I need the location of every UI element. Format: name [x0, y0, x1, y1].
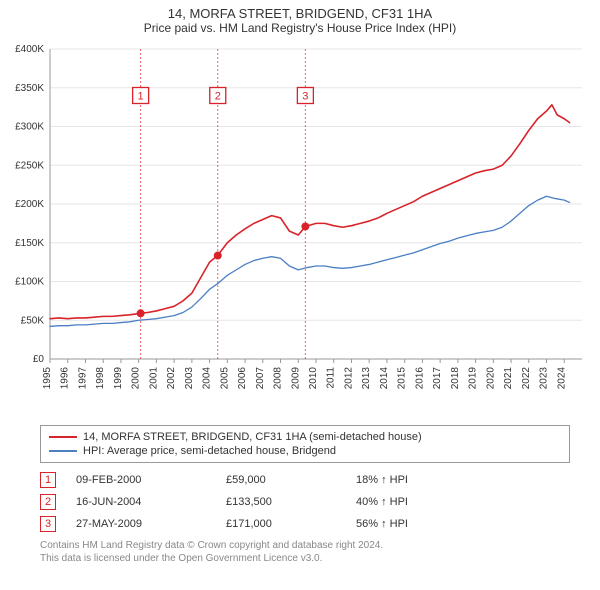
- x-tick-label: 2019: [468, 367, 479, 390]
- x-tick-label: 1995: [42, 367, 53, 390]
- x-tick-label: 2022: [521, 367, 532, 390]
- x-tick-label: 2024: [556, 367, 567, 390]
- x-tick-label: 2014: [379, 367, 390, 390]
- sale-marker-dot: [214, 252, 222, 260]
- x-tick-label: 2020: [485, 367, 496, 390]
- x-tick-label: 1996: [60, 367, 71, 390]
- legend-item: 14, MORFA STREET, BRIDGEND, CF31 1HA (se…: [49, 430, 561, 444]
- sale-date: 27-MAY-2009: [76, 518, 226, 530]
- x-tick-label: 1999: [113, 367, 124, 390]
- legend-label: 14, MORFA STREET, BRIDGEND, CF31 1HA (se…: [83, 431, 422, 443]
- sale-row: 1 09-FEB-2000£59,00018% ↑ HPI: [40, 469, 570, 491]
- y-tick-label: £0: [33, 354, 45, 365]
- y-tick-label: £300K: [15, 122, 44, 133]
- sale-price: £171,000: [226, 518, 356, 530]
- y-tick-label: £400K: [15, 44, 44, 55]
- x-tick-label: 2010: [308, 367, 319, 390]
- y-tick-label: £150K: [15, 238, 44, 249]
- sale-marker-dot: [301, 222, 309, 230]
- x-tick-label: 2001: [148, 367, 159, 390]
- chart-svg: £0 £50K £100K £150K £200K £250K £300K £350K £400…: [0, 39, 600, 419]
- y-tick-label: £200K: [15, 199, 44, 210]
- x-tick-label: 2016: [414, 367, 425, 390]
- x-tick-label: 2012: [343, 367, 354, 390]
- y-tick-label: £50K: [21, 315, 45, 326]
- x-tick-label: 1998: [95, 367, 106, 390]
- sale-date: 09-FEB-2000: [76, 474, 226, 486]
- sale-diff: 18% ↑ HPI: [356, 474, 408, 486]
- legend-label: HPI: Average price, semi-detached house,…: [83, 445, 336, 457]
- sale-row: 2 16-JUN-2004£133,50040% ↑ HPI: [40, 491, 570, 513]
- x-tick-label: 2011: [326, 367, 337, 389]
- x-tick-label: 2023: [539, 367, 550, 390]
- footer-line-2: This data is licensed under the Open Gov…: [40, 552, 570, 565]
- x-tick-label: 1997: [77, 367, 88, 390]
- y-tick-label: £250K: [15, 160, 44, 171]
- x-tick-label: 2004: [202, 367, 213, 390]
- sale-price: £59,000: [226, 474, 356, 486]
- sale-marker-number: 3: [302, 91, 308, 103]
- sale-row-marker: 3: [40, 516, 56, 532]
- legend-item: HPI: Average price, semi-detached house,…: [49, 444, 561, 458]
- sale-price: £133,500: [226, 496, 356, 508]
- footer-attribution: Contains HM Land Registry data © Crown c…: [40, 539, 570, 565]
- x-tick-label: 2003: [184, 367, 195, 390]
- legend-swatch: [49, 436, 77, 438]
- y-tick-label: £350K: [15, 83, 44, 94]
- x-tick-label: 2013: [361, 367, 372, 390]
- sale-row: 3 27-MAY-2009£171,00056% ↑ HPI: [40, 513, 570, 535]
- sale-marker-number: 2: [215, 91, 221, 103]
- legend-swatch: [49, 450, 77, 452]
- x-tick-label: 2005: [219, 367, 230, 390]
- x-tick-label: 2018: [450, 367, 461, 390]
- sales-table: 1 09-FEB-2000£59,00018% ↑ HPI 2 16-JUN-2004…: [40, 469, 570, 535]
- chart-subtitle: Price paid vs. HM Land Registry's House …: [0, 21, 600, 39]
- chart-area: £0 £50K £100K £150K £200K £250K £300K £350K £400…: [0, 39, 600, 419]
- x-tick-label: 2021: [503, 367, 514, 390]
- sale-row-marker: 1: [40, 472, 56, 488]
- x-tick-label: 2009: [290, 367, 301, 390]
- x-tick-label: 2007: [255, 367, 266, 390]
- y-tick-label: £100K: [15, 277, 44, 288]
- sale-marker-number: 1: [138, 91, 144, 103]
- x-tick-label: 2017: [432, 367, 443, 390]
- x-tick-label: 2002: [166, 367, 177, 390]
- sale-diff: 40% ↑ HPI: [356, 496, 408, 508]
- sale-row-marker: 2: [40, 494, 56, 510]
- footer-line-1: Contains HM Land Registry data © Crown c…: [40, 539, 570, 552]
- sale-diff: 56% ↑ HPI: [356, 518, 408, 530]
- sale-marker-dot: [137, 309, 145, 317]
- x-tick-label: 2015: [397, 367, 408, 390]
- x-tick-label: 2000: [131, 367, 142, 390]
- sale-date: 16-JUN-2004: [76, 496, 226, 508]
- x-tick-label: 2006: [237, 367, 248, 390]
- chart-title: 14, MORFA STREET, BRIDGEND, CF31 1HA: [0, 0, 600, 21]
- legend: 14, MORFA STREET, BRIDGEND, CF31 1HA (se…: [40, 425, 570, 463]
- x-tick-label: 2008: [273, 367, 284, 390]
